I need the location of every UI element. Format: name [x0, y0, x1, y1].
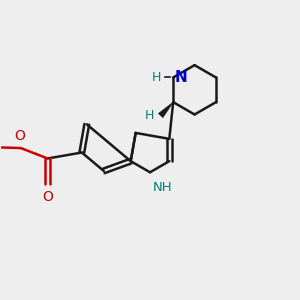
Text: N: N [174, 70, 187, 85]
Text: H: H [151, 71, 161, 84]
Text: NH: NH [152, 181, 172, 194]
Text: H: H [145, 109, 154, 122]
Text: O: O [14, 129, 25, 143]
Polygon shape [158, 102, 173, 118]
Text: O: O [42, 190, 53, 204]
